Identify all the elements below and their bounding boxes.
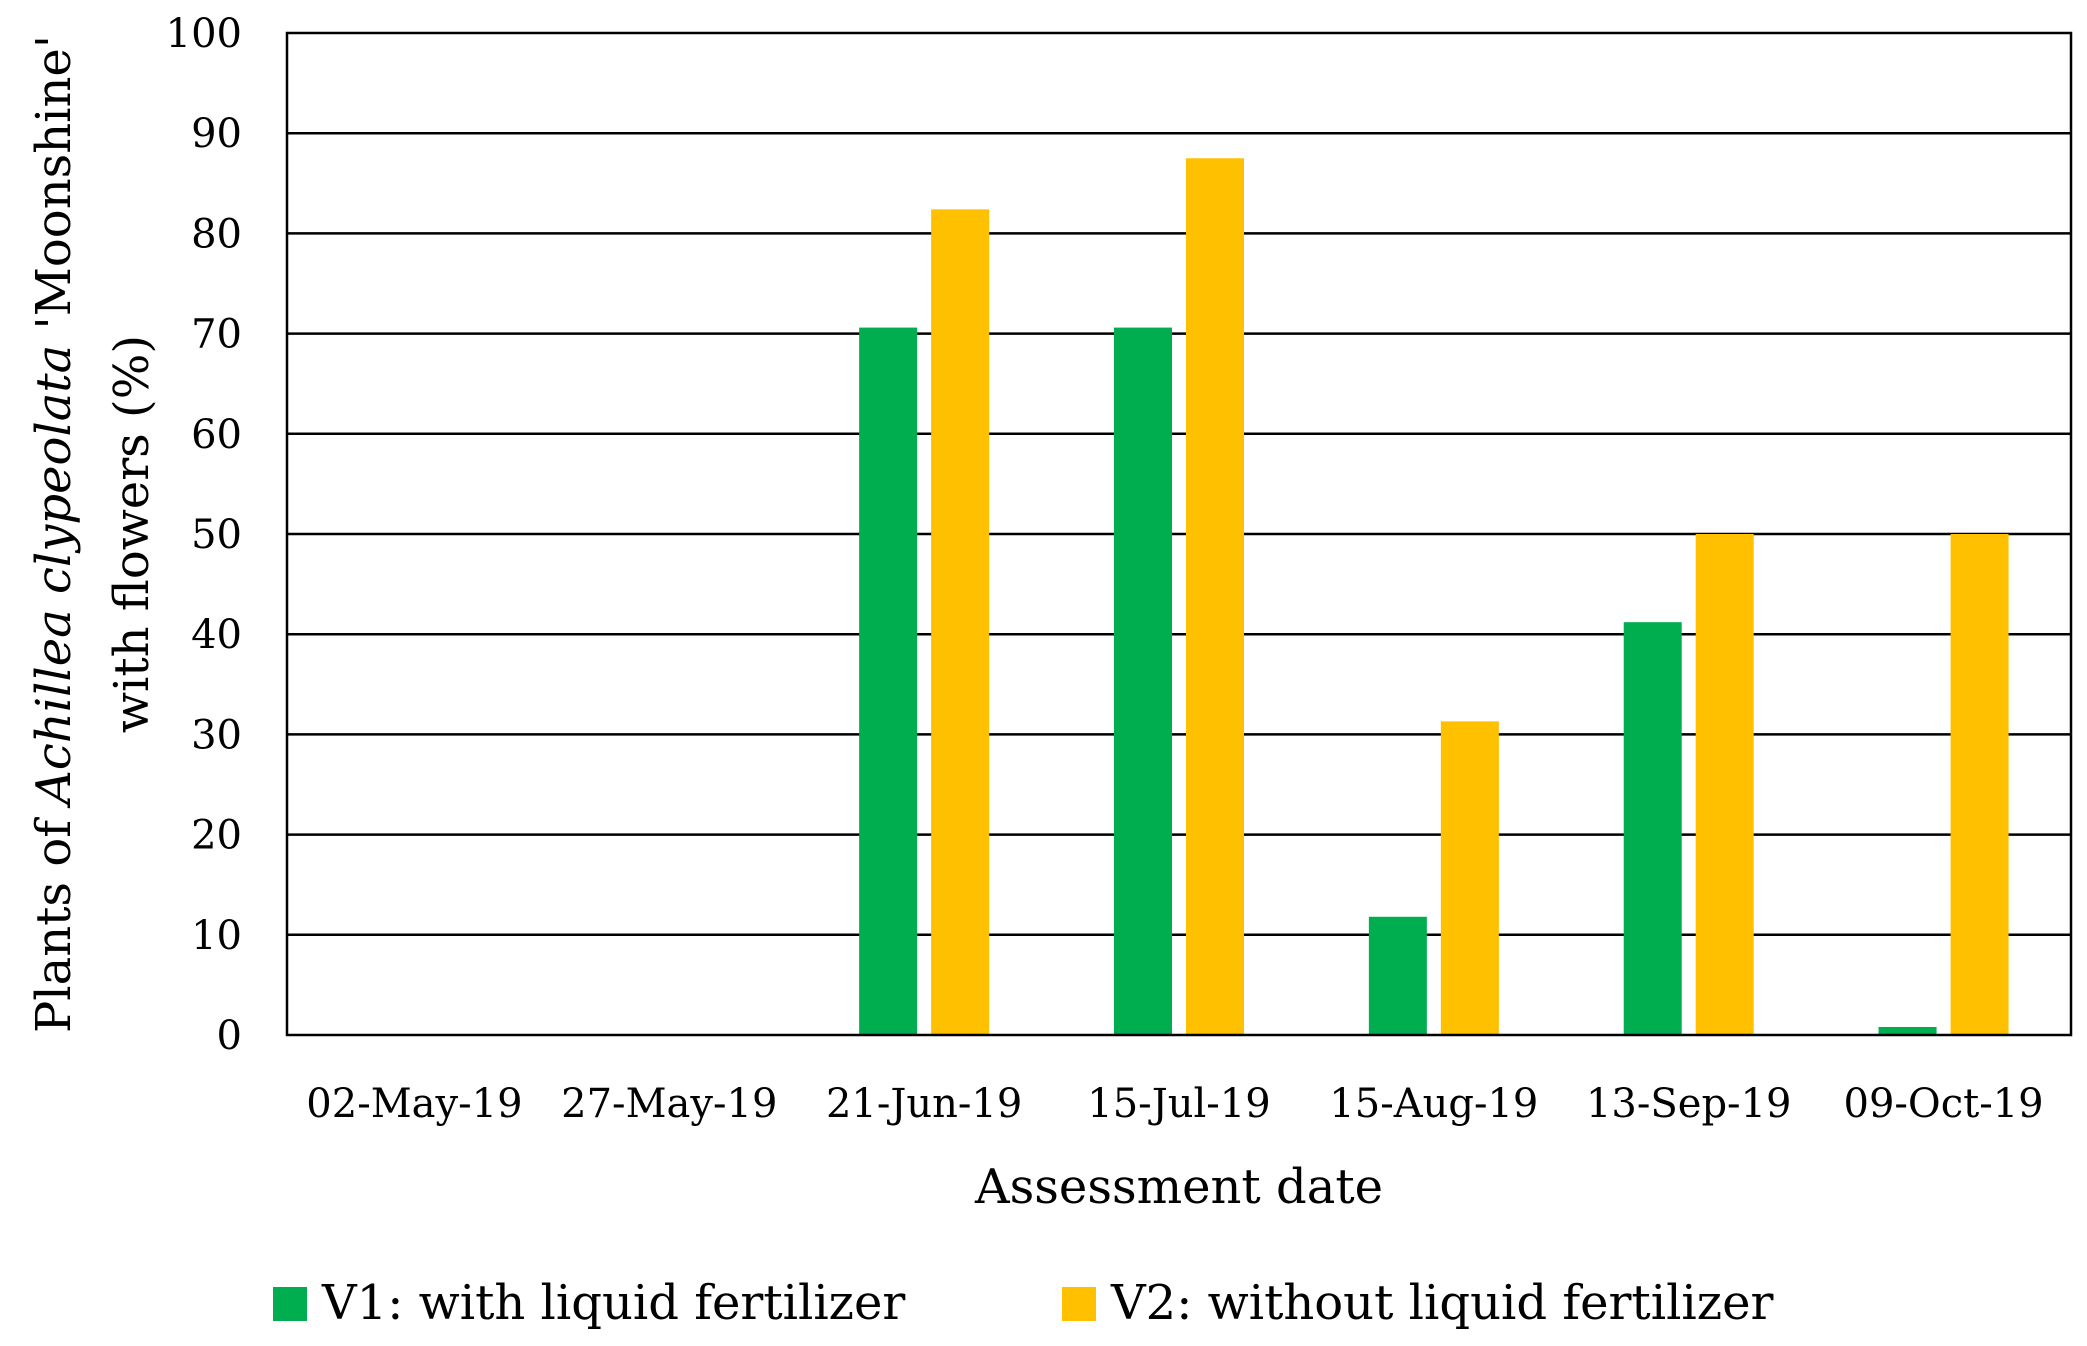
y-tick-label: 90	[191, 111, 242, 157]
y-axis-title-prefix: Plants of	[26, 805, 82, 1033]
bar-v1-15-Aug-19	[1368, 916, 1427, 1035]
bar-v2-21-Jun-19	[931, 209, 990, 1036]
y-axis-title-species: Achillea clypeolata	[26, 345, 82, 809]
x-tick-label: 27-May-19	[561, 1081, 777, 1127]
y-tick-label: 70	[191, 312, 242, 358]
y-axis-title-cultivar: 'Moonshine'	[26, 35, 82, 345]
y-tick-label: 40	[191, 612, 242, 658]
x-tick-label: 15-Aug-19	[1329, 1081, 1538, 1127]
y-axis-title: Plants of Achillea clypeolata 'Moonshine…	[26, 35, 160, 1033]
x-tick-label: 21-Jun-19	[826, 1081, 1022, 1127]
bar-v2-15-Jul-19	[1186, 158, 1244, 1035]
x-tick-label: 02-May-19	[306, 1081, 522, 1127]
bar-v2-09-Oct-19	[1950, 534, 2009, 1035]
x-tick-labels: 02-May-19 27-May-19 21-Jun-19 15-Jul-19 15-A…	[306, 1081, 2043, 1127]
legend-swatch-v1	[273, 1287, 307, 1321]
plot-frame	[285, 31, 2073, 1037]
bar-v1-21-Jun-19	[859, 327, 918, 1035]
legend-label-v2: V2: without liquid fertilizer	[1110, 1275, 1773, 1331]
y-tick-label: 80	[191, 211, 242, 257]
y-tick-label: 60	[191, 412, 242, 458]
bar-v1-15-Jul-19	[1114, 327, 1172, 1035]
y-tick-labels: 0 10 20 30 40 50 60 70 80 90 100	[166, 11, 242, 1059]
y-tick-label: 50	[191, 512, 242, 558]
bar-v2-13-Sep-19	[1695, 534, 1754, 1035]
legend-swatch-v2	[1062, 1287, 1096, 1321]
gridlines	[287, 131, 2071, 937]
y-tick-label: 100	[166, 11, 242, 57]
x-tick-label: 15-Jul-19	[1087, 1081, 1270, 1127]
y-axis-title-line2: with flowers (%)	[104, 335, 160, 733]
bar-v2-15-Aug-19	[1440, 721, 1499, 1035]
y-tick-label: 30	[191, 712, 242, 758]
legend-label-v1: V1: with liquid fertilizer	[321, 1275, 905, 1331]
bar-v1-13-Sep-19	[1623, 622, 1682, 1035]
y-axis-title-line1: Plants of Achillea clypeolata 'Moonshine…	[26, 35, 82, 1033]
bars	[859, 158, 2009, 1036]
bar-v1-09-Oct-19	[1878, 1026, 1937, 1035]
y-tick-label: 20	[191, 813, 242, 859]
x-tick-label: 09-Oct-19	[1844, 1081, 2044, 1127]
legend: V1: with liquid fertilizer V2: without l…	[273, 1275, 1773, 1331]
y-tick-label: 10	[191, 913, 242, 959]
x-tick-label: 13-Sep-19	[1586, 1081, 1792, 1127]
y-tick-label: 0	[217, 1013, 242, 1059]
x-axis-title: Assessment date	[974, 1159, 1383, 1215]
